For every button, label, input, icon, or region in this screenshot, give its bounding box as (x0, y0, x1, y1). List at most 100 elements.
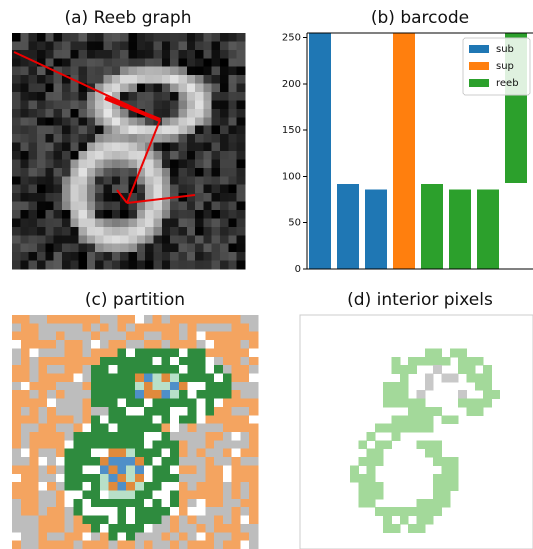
image-pixel (82, 491, 91, 500)
image-pixel (74, 440, 83, 449)
image-pixel (237, 218, 246, 227)
image-pixel (144, 449, 153, 458)
image-pixel (95, 50, 104, 59)
image-pixel (120, 58, 129, 67)
image-pixel (205, 524, 214, 533)
image-pixel (145, 244, 154, 253)
image-pixel (82, 332, 91, 341)
image-pixel (129, 168, 138, 177)
image-pixel (91, 340, 100, 349)
image-pixel (30, 474, 39, 483)
image-pixel (12, 399, 21, 408)
image-pixel (29, 227, 38, 236)
image-pixel (12, 67, 21, 76)
image-pixel (29, 33, 38, 42)
image-pixel (212, 134, 221, 143)
image-pixel (197, 424, 206, 433)
image-pixel (38, 340, 47, 349)
image-pixel (100, 474, 109, 483)
image-pixel (187, 244, 196, 253)
image-pixel (45, 202, 54, 211)
image-pixel (441, 491, 450, 500)
image-pixel (129, 50, 138, 59)
image-pixel (170, 390, 179, 399)
image-pixel (220, 50, 229, 59)
image-pixel (220, 185, 229, 194)
image-pixel (62, 58, 71, 67)
image-pixel (12, 244, 21, 253)
image-pixel (212, 100, 221, 109)
image-pixel (214, 499, 223, 508)
image-pixel (29, 193, 38, 202)
image-pixel (197, 399, 206, 408)
image-pixel (91, 415, 100, 424)
image-pixel (37, 50, 46, 59)
image-pixel (197, 332, 206, 341)
image-pixel (232, 390, 241, 399)
image-pixel (220, 168, 229, 177)
image-pixel (126, 374, 135, 383)
image-pixel (153, 33, 162, 42)
image-pixel (79, 244, 88, 253)
image-pixel (82, 532, 91, 541)
image-pixel (400, 399, 409, 408)
image-pixel (37, 176, 46, 185)
image-pixel (120, 117, 129, 126)
image-pixel (117, 532, 126, 541)
image-pixel (117, 399, 126, 408)
legend-swatch (469, 79, 489, 87)
image-pixel (240, 524, 249, 533)
image-pixel (212, 126, 221, 135)
image-pixel (112, 143, 121, 152)
image-pixel (144, 541, 153, 549)
image-pixel (126, 532, 135, 541)
image-pixel (232, 541, 241, 549)
image-pixel (135, 315, 144, 324)
image-pixel (232, 407, 241, 416)
bar (421, 184, 443, 269)
image-pixel (104, 67, 113, 76)
image-pixel (188, 374, 197, 383)
image-pixel (104, 151, 113, 160)
image-pixel (417, 440, 426, 449)
image-pixel (120, 227, 129, 236)
image-pixel (153, 50, 162, 59)
image-pixel (153, 507, 162, 516)
image-pixel (214, 374, 223, 383)
image-pixel (109, 424, 118, 433)
image-pixel (170, 374, 179, 383)
image-pixel (220, 84, 229, 93)
image-pixel (144, 516, 153, 525)
image-pixel (120, 92, 129, 101)
image-pixel (178, 50, 187, 59)
image-pixel (161, 382, 170, 391)
image-pixel (82, 507, 91, 516)
image-pixel (12, 424, 21, 433)
image-pixel (223, 382, 232, 391)
image-pixel (228, 185, 237, 194)
image-pixel (144, 491, 153, 500)
image-pixel (417, 516, 426, 525)
image-pixel (433, 491, 442, 500)
image-pixel (237, 84, 246, 93)
image-pixel (170, 482, 179, 491)
image-pixel (62, 92, 71, 101)
image-pixel (162, 210, 171, 219)
image-pixel (179, 374, 188, 383)
image-pixel (205, 315, 214, 324)
image-pixel (358, 482, 367, 491)
image-pixel (195, 235, 204, 244)
image-pixel (153, 374, 162, 383)
y-tick-label: 150 (282, 125, 301, 136)
image-pixel (197, 499, 206, 508)
image-pixel (187, 168, 196, 177)
image-pixel (21, 524, 30, 533)
image-pixel (153, 415, 162, 424)
image-pixel (162, 185, 171, 194)
image-pixel (237, 151, 246, 160)
image-pixel (38, 474, 47, 483)
image-pixel (179, 457, 188, 466)
image-pixel (187, 75, 196, 84)
image-pixel (153, 151, 162, 160)
image-pixel (178, 41, 187, 50)
